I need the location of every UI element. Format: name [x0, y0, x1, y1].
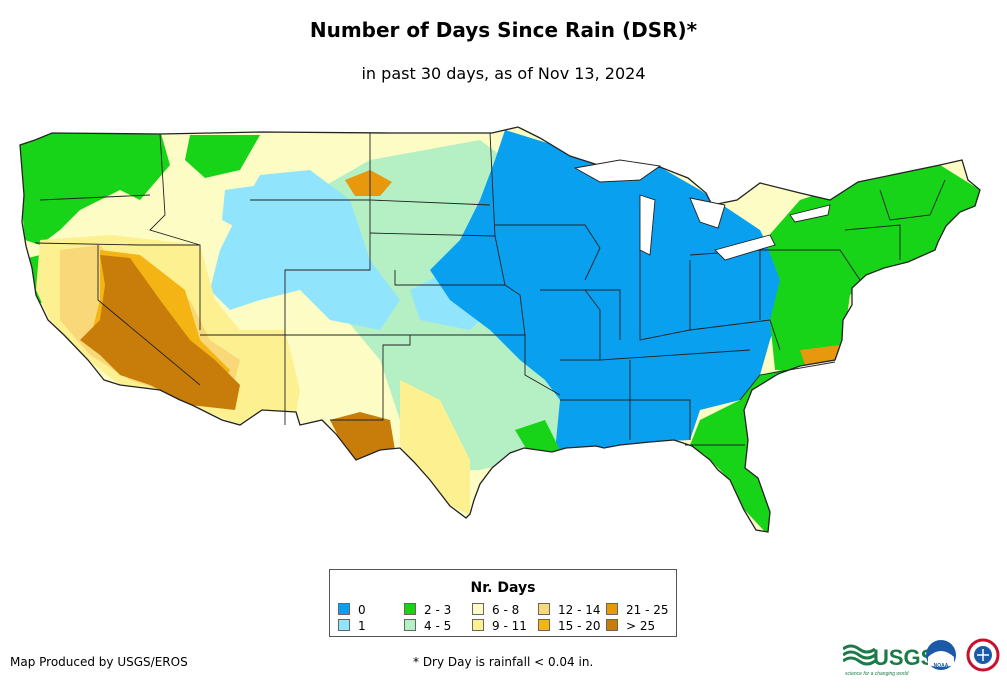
- boundary-line: [410, 334, 561, 396]
- dsr-west-texas-over-25: [330, 412, 395, 460]
- legend-swatch: [338, 603, 350, 615]
- lake-superior: [573, 159, 662, 183]
- nws-compass-icon: [977, 649, 989, 661]
- boundary-line: [149, 133, 201, 246]
- lake-michigan: [639, 194, 656, 256]
- lake-huron: [689, 197, 726, 229]
- usgs-wordmark: USGS: [873, 645, 935, 670]
- boundary-line: [369, 232, 496, 237]
- noaa-wordmark: NOAA: [934, 663, 949, 669]
- legend-swatch: [606, 619, 618, 631]
- boundary-line: [879, 179, 946, 221]
- nws-logo: [966, 638, 1000, 672]
- legend-swatch: [606, 603, 618, 615]
- noaa-bird-icon: [928, 651, 954, 667]
- legend-item: 21 - 25: [606, 603, 669, 617]
- boundary-line: [540, 289, 621, 340]
- legend-swatch: [538, 619, 550, 631]
- legend-title: Nr. Days: [470, 580, 536, 596]
- boundary-line: [39, 194, 151, 201]
- legend-item: 6 - 8: [472, 603, 519, 617]
- dsr-texas-9-11: [400, 380, 470, 515]
- legend-label: > 25: [626, 619, 656, 633]
- legend-label: 4 - 5: [424, 619, 452, 633]
- boundary-line: [489, 132, 506, 286]
- lake-ontario: [789, 204, 831, 223]
- agency-logos: USGS science for a changing world NOAA: [843, 638, 1000, 677]
- legend: Nr. Days 0 1 2 - 3 4 - 5 6 - 8 9 - 11 12 - 14 1…: [329, 569, 677, 637]
- boundary-line: [495, 224, 601, 281]
- legend-item: 15 - 20: [538, 619, 601, 633]
- map-subtitle: in past 30 days, as of Nov 13, 2024: [361, 64, 646, 83]
- legend-label: 0: [358, 603, 366, 617]
- legend-swatch: [404, 619, 416, 631]
- boundary-line: [369, 133, 491, 206]
- legend-item: 1: [338, 619, 366, 633]
- dsr-carolina-21-25: [800, 345, 840, 365]
- legend-swatch: [338, 619, 350, 631]
- boundary-line: [599, 349, 751, 361]
- noaa-logo: NOAA: [926, 640, 956, 670]
- legend-label: 12 - 14: [558, 603, 601, 617]
- great-lakes: [573, 159, 831, 261]
- legend-item: 0: [338, 603, 366, 617]
- dsr-montana-2-3: [185, 135, 260, 178]
- boundary-line: [739, 361, 836, 401]
- legend-label: 9 - 11: [492, 619, 527, 633]
- boundary-line: [844, 224, 901, 260]
- boundary-line: [200, 199, 371, 336]
- dsr-idaho-1: [222, 185, 270, 232]
- usgs-tagline: science for a changing world: [845, 671, 909, 677]
- legend-label: 15 - 20: [558, 619, 601, 633]
- credit-text: Map Produced by USGS/EROS: [10, 655, 188, 669]
- boundary-line: [97, 245, 201, 386]
- legend-label: 1: [358, 619, 366, 633]
- legend-item: 9 - 11: [472, 619, 527, 633]
- legend-swatch: [404, 603, 416, 615]
- state-boundaries: [34, 132, 946, 446]
- boundary-line: [560, 289, 601, 361]
- usgs-logo: USGS science for a changing world: [843, 644, 935, 677]
- dsr-arizona-over-25: [80, 255, 240, 410]
- footnote-text: * Dry Day is rainfall < 0.04 in.: [413, 655, 594, 669]
- boundary-line: [689, 319, 781, 351]
- legend-item: 2 - 3: [404, 603, 451, 617]
- legend-item: > 25: [606, 619, 655, 633]
- legend-swatch: [538, 603, 550, 615]
- boundary-line: [560, 399, 691, 440]
- legend-label: 6 - 8: [492, 603, 520, 617]
- dsr-louisiana-2-3: [515, 420, 560, 455]
- dsr-montana-21-25: [345, 170, 392, 196]
- legend-label: 2 - 3: [424, 603, 452, 617]
- usgs-wave-icon: [843, 644, 876, 666]
- map-title: Number of Days Since Rain (DSR)*: [309, 18, 698, 42]
- legend-item: 12 - 14: [538, 603, 601, 617]
- dsr-pacific-nw-2-3: [20, 130, 170, 245]
- legend-swatch: [472, 603, 484, 615]
- dsr-raster: [20, 127, 980, 532]
- legend-swatch: [472, 619, 484, 631]
- lake-erie: [714, 234, 776, 261]
- boundary-line: [639, 250, 691, 341]
- boundary-line: [760, 249, 861, 281]
- boundary-line: [285, 334, 411, 421]
- boundary-line: [34, 242, 201, 330]
- legend-label: 21 - 25: [626, 603, 669, 617]
- legend-item: 4 - 5: [404, 619, 451, 633]
